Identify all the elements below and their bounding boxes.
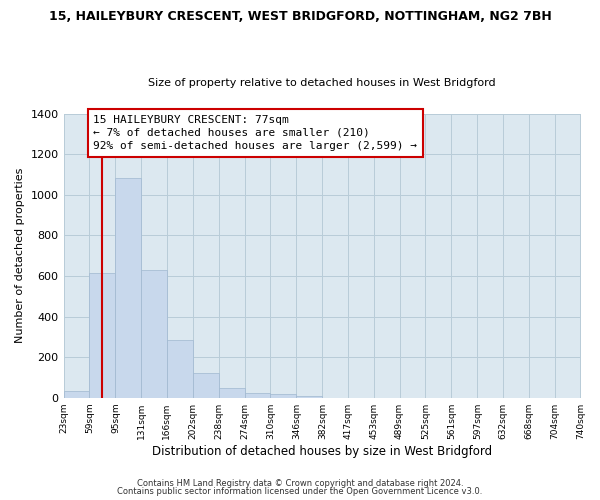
- Bar: [296, 396, 322, 398]
- Bar: [245, 393, 271, 398]
- Bar: [271, 394, 296, 398]
- Text: Contains public sector information licensed under the Open Government Licence v3: Contains public sector information licen…: [118, 487, 482, 496]
- Text: 15, HAILEYBURY CRESCENT, WEST BRIDGFORD, NOTTINGHAM, NG2 7BH: 15, HAILEYBURY CRESCENT, WEST BRIDGFORD,…: [49, 10, 551, 23]
- Bar: [167, 340, 193, 398]
- Bar: [64, 390, 89, 398]
- X-axis label: Distribution of detached houses by size in West Bridgford: Distribution of detached houses by size …: [152, 444, 492, 458]
- Y-axis label: Number of detached properties: Number of detached properties: [15, 168, 25, 344]
- Title: Size of property relative to detached houses in West Bridgford: Size of property relative to detached ho…: [148, 78, 496, 88]
- Text: 15 HAILEYBURY CRESCENT: 77sqm
← 7% of detached houses are smaller (210)
92% of s: 15 HAILEYBURY CRESCENT: 77sqm ← 7% of de…: [93, 115, 417, 151]
- Bar: [193, 374, 218, 398]
- Bar: [89, 273, 115, 398]
- Bar: [115, 178, 142, 398]
- Bar: [218, 388, 245, 398]
- Text: Contains HM Land Registry data © Crown copyright and database right 2024.: Contains HM Land Registry data © Crown c…: [137, 478, 463, 488]
- Bar: [142, 270, 167, 398]
